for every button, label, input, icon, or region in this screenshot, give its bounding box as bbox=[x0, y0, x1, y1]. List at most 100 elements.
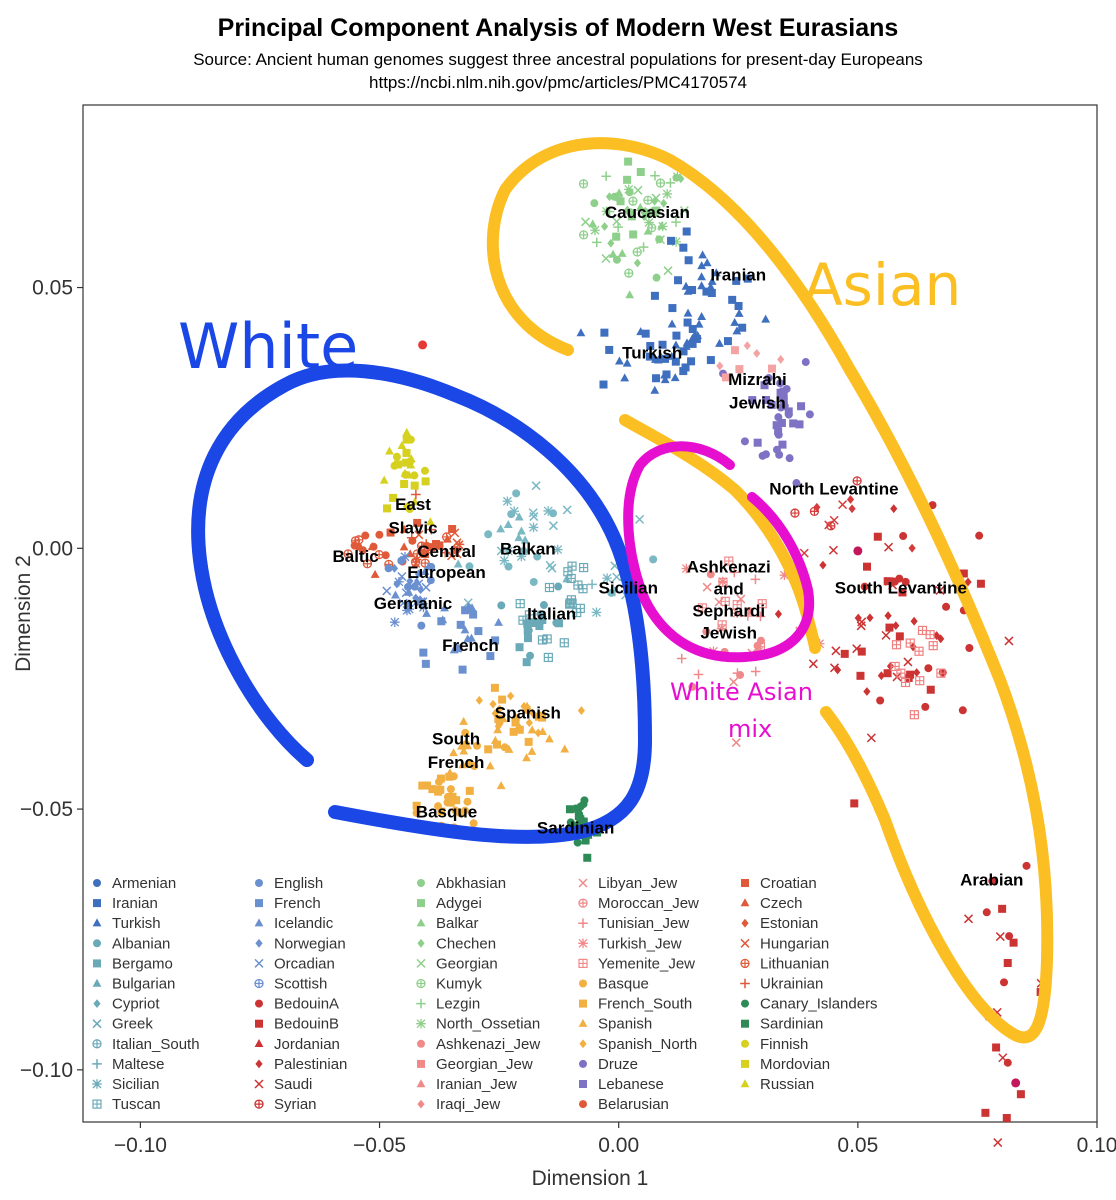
legend-label: Saudi bbox=[274, 1076, 312, 1093]
data-point bbox=[381, 551, 390, 560]
data-point bbox=[583, 853, 592, 862]
data-point bbox=[891, 640, 902, 650]
data-point bbox=[732, 326, 742, 335]
data-point bbox=[412, 808, 421, 817]
data-point bbox=[452, 538, 462, 548]
data-point bbox=[428, 785, 437, 794]
data-point bbox=[370, 569, 380, 578]
data-point bbox=[772, 421, 781, 430]
data-point bbox=[866, 733, 876, 743]
data-point bbox=[936, 668, 946, 678]
data-point bbox=[502, 496, 513, 507]
data-point bbox=[992, 1043, 1001, 1052]
legend-label: Spanish bbox=[598, 1016, 652, 1033]
y-tick-label: −0.10 bbox=[20, 1059, 73, 1082]
legend-label: Albanian bbox=[112, 935, 170, 952]
legend-item: Armenian bbox=[93, 875, 176, 892]
cluster-label: European bbox=[407, 563, 485, 582]
data-point bbox=[915, 676, 925, 686]
data-point bbox=[998, 904, 1007, 913]
cluster-label: Turkish bbox=[622, 344, 682, 363]
data-point bbox=[757, 599, 767, 609]
data-point bbox=[361, 531, 370, 540]
data-point bbox=[993, 1138, 1003, 1148]
data-point bbox=[538, 713, 547, 722]
data-point bbox=[524, 626, 533, 635]
data-point bbox=[529, 618, 538, 627]
legend-marker bbox=[741, 1039, 749, 1048]
data-point bbox=[729, 677, 739, 687]
data-point bbox=[614, 188, 624, 197]
legend-label: Greek bbox=[112, 1016, 153, 1033]
data-point bbox=[683, 308, 693, 317]
data-point bbox=[404, 598, 414, 607]
data-point bbox=[382, 586, 392, 596]
data-point bbox=[645, 352, 654, 361]
data-point bbox=[580, 217, 591, 227]
legend-label: Armenian bbox=[112, 875, 176, 892]
cluster-label: French bbox=[442, 636, 499, 655]
data-point bbox=[632, 247, 642, 257]
data-point bbox=[784, 410, 793, 419]
data-point bbox=[745, 606, 754, 615]
data-point bbox=[1003, 958, 1012, 967]
data-point bbox=[863, 562, 872, 571]
legend-label: Turkish_Jew bbox=[598, 935, 682, 952]
data-point bbox=[612, 192, 623, 202]
data-point bbox=[386, 528, 395, 537]
legend-item: French bbox=[255, 895, 321, 912]
data-point bbox=[840, 649, 849, 658]
legend-item: Hungarian bbox=[740, 935, 829, 952]
data-point bbox=[590, 199, 599, 208]
data-point bbox=[497, 601, 506, 610]
chart-subtitle-url: https://ncbi.nlm.nih.gov/pmc/articles/PM… bbox=[369, 73, 747, 92]
data-point bbox=[605, 345, 614, 354]
data-point bbox=[528, 508, 538, 518]
legend-marker bbox=[741, 1059, 749, 1068]
data-point bbox=[702, 258, 712, 267]
data-point bbox=[650, 170, 660, 181]
data-point bbox=[451, 806, 460, 815]
data-point bbox=[679, 347, 688, 356]
data-point bbox=[490, 735, 500, 744]
data-point bbox=[625, 290, 635, 299]
data-point bbox=[898, 588, 907, 597]
legend-label: Sicilian bbox=[112, 1076, 160, 1093]
data-point bbox=[650, 291, 659, 300]
legend-item: Russian bbox=[740, 1076, 814, 1093]
data-point bbox=[426, 524, 437, 535]
legend-item: Croatian bbox=[741, 875, 817, 892]
data-point bbox=[730, 317, 740, 326]
data-point bbox=[522, 658, 531, 667]
legend-label: Iraqi_Jew bbox=[436, 1096, 500, 1113]
data-point bbox=[443, 534, 452, 543]
data-point bbox=[486, 652, 495, 661]
legend-item: Estonian bbox=[741, 915, 818, 932]
data-point bbox=[921, 702, 930, 711]
x-tick-label: −0.10 bbox=[114, 1134, 167, 1157]
data-point bbox=[1000, 978, 1009, 987]
data-point bbox=[935, 585, 945, 595]
data-point bbox=[503, 546, 514, 556]
annotation-mix: mix bbox=[728, 715, 772, 743]
data-point bbox=[615, 356, 624, 365]
legend: Armenian Iranian Turkish Albanian Bergamo Bul… bbox=[92, 875, 878, 1113]
data-point bbox=[343, 549, 353, 559]
data-point bbox=[485, 761, 495, 770]
data-point bbox=[720, 596, 730, 606]
data-point bbox=[792, 479, 801, 488]
data-point bbox=[506, 691, 515, 701]
data-point bbox=[895, 632, 904, 641]
data-point bbox=[828, 545, 838, 555]
data-point bbox=[702, 582, 712, 592]
data-point bbox=[913, 668, 921, 677]
data-point bbox=[559, 638, 569, 648]
data-point bbox=[672, 331, 681, 340]
data-point bbox=[857, 647, 866, 656]
data-point bbox=[612, 232, 621, 241]
data-point bbox=[890, 661, 900, 672]
cluster-label: Slavic bbox=[388, 518, 437, 537]
legend-label: Finnish bbox=[760, 1036, 808, 1053]
data-point bbox=[399, 542, 409, 551]
data-point bbox=[998, 1053, 1008, 1063]
